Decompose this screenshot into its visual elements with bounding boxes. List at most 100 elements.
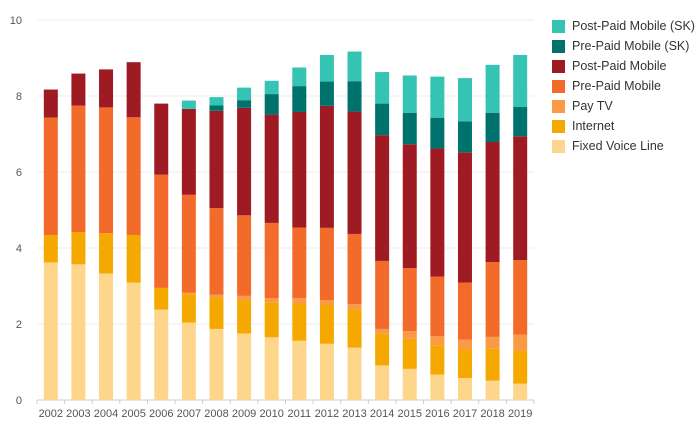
y-tick-label: 6 xyxy=(16,167,22,179)
x-tick-label: 2012 xyxy=(315,408,339,420)
x-tick-label: 2015 xyxy=(398,408,422,420)
bar-segment-2017-2 xyxy=(457,339,472,350)
bar-segment-2018-6 xyxy=(485,64,500,113)
legend-label: Post-Paid Mobile xyxy=(572,59,667,73)
bar-segment-2002-0 xyxy=(43,262,58,400)
bar-segment-2012-6 xyxy=(319,54,334,82)
bar-segment-2010-5 xyxy=(264,94,279,115)
bar-segment-2015-3 xyxy=(402,268,417,332)
bar-segment-2013-6 xyxy=(347,51,362,82)
x-tick-label: 2016 xyxy=(425,408,449,420)
bar-segment-2014-4 xyxy=(375,135,390,261)
bar-segment-2004-1 xyxy=(99,233,114,274)
x-tick-label: 2003 xyxy=(66,408,90,420)
bar-segment-2012-2 xyxy=(319,300,334,305)
legend-label: Pre-Paid Mobile (SK) xyxy=(572,39,690,53)
y-tick-label: 2 xyxy=(16,319,22,331)
legend-swatch xyxy=(552,19,565,33)
bar-segment-2005-1 xyxy=(126,235,141,283)
bar-segment-2013-2 xyxy=(347,304,362,310)
x-tick-label: 2014 xyxy=(370,408,394,420)
bar-segment-2009-6 xyxy=(237,87,252,101)
bar-segment-2010-6 xyxy=(264,80,279,95)
bar-segment-2018-1 xyxy=(485,348,500,381)
bar-segment-2011-2 xyxy=(292,298,307,304)
bar-segment-2016-3 xyxy=(430,276,445,337)
bar-segment-2011-6 xyxy=(292,67,307,87)
bar-segment-2016-4 xyxy=(430,148,445,277)
bar-segment-2002-3 xyxy=(43,117,58,236)
bar-segment-2008-1 xyxy=(209,297,224,329)
bar-segment-2016-1 xyxy=(430,345,445,375)
bar-segment-2006-4 xyxy=(154,103,169,175)
legend-swatch xyxy=(552,39,565,53)
bar-segment-2003-3 xyxy=(71,105,86,233)
bar-segment-2014-6 xyxy=(375,72,390,104)
bar-segment-2010-2 xyxy=(264,298,279,303)
bar-segment-2011-3 xyxy=(292,227,307,299)
legend: Post-Paid Mobile (SK) Pre-Paid Mobile (SK… xyxy=(552,16,695,156)
x-tick-label: 2011 xyxy=(287,408,311,420)
legend-item[interactable]: Post-Paid Mobile xyxy=(552,56,695,76)
bar-segment-2005-4 xyxy=(126,62,141,118)
legend-label: Fixed Voice Line xyxy=(572,139,664,153)
bar-segment-2019-0 xyxy=(513,383,528,400)
y-tick-label: 4 xyxy=(16,243,22,255)
bar-segment-2007-3 xyxy=(181,194,196,293)
legend-item[interactable]: Fixed Voice Line xyxy=(552,136,695,156)
bar-segment-2019-4 xyxy=(513,136,528,261)
x-tick-label: 2018 xyxy=(480,408,504,420)
x-tick-label: 2017 xyxy=(453,408,477,420)
legend-item[interactable]: Pre-Paid Mobile xyxy=(552,76,695,96)
bar-segment-2005-3 xyxy=(126,117,141,236)
legend-item[interactable]: Post-Paid Mobile (SK) xyxy=(552,16,695,36)
bar-segment-2017-0 xyxy=(457,377,472,400)
bar-segment-2013-1 xyxy=(347,309,362,348)
bar-segment-2010-0 xyxy=(264,337,279,400)
bar-segment-2004-4 xyxy=(99,69,114,108)
bar-segment-2006-0 xyxy=(154,309,169,400)
bar-segment-2016-2 xyxy=(430,336,445,346)
bar-segment-2015-4 xyxy=(402,144,417,269)
bar-segment-2009-4 xyxy=(237,107,252,216)
bar-segment-2019-5 xyxy=(513,107,528,137)
legend-item[interactable]: Internet xyxy=(552,116,695,136)
legend-swatch xyxy=(552,99,565,113)
bar-segment-2012-5 xyxy=(319,81,334,106)
bar-segment-2015-0 xyxy=(402,368,417,400)
bar-segment-2007-4 xyxy=(181,108,196,195)
bar-segment-2008-6 xyxy=(209,97,224,106)
bar-segment-2019-3 xyxy=(513,260,528,335)
bar-segment-2018-3 xyxy=(485,262,500,337)
bar-segment-2012-3 xyxy=(319,227,334,301)
bar-segment-2017-6 xyxy=(457,78,472,122)
bar-segment-2010-1 xyxy=(264,302,279,338)
bar-segment-2007-2 xyxy=(181,292,196,295)
bar-segment-2006-1 xyxy=(154,287,169,310)
bar-segment-2016-0 xyxy=(430,374,445,400)
bar-segment-2008-0 xyxy=(209,328,224,400)
legend-item[interactable]: Pre-Paid Mobile (SK) xyxy=(552,36,695,56)
x-tick-label: 2008 xyxy=(204,408,228,420)
legend-label: Pay TV xyxy=(572,99,613,113)
bar-segment-2015-5 xyxy=(402,112,417,145)
bar-segment-2013-0 xyxy=(347,347,362,400)
y-tick-label: 10 xyxy=(10,15,22,27)
bar-segment-2005-0 xyxy=(126,282,141,400)
legend-swatch xyxy=(552,59,565,73)
bar-segment-2015-1 xyxy=(402,338,417,369)
bar-segment-2014-1 xyxy=(375,333,390,366)
bar-segment-2011-5 xyxy=(292,86,307,112)
legend-item[interactable]: Pay TV xyxy=(552,96,695,116)
y-tick-label: 0 xyxy=(16,395,22,407)
bar-segment-2008-5 xyxy=(209,105,224,111)
bar-segment-2019-1 xyxy=(513,350,528,384)
legend-label: Pre-Paid Mobile xyxy=(572,79,661,93)
legend-label: Internet xyxy=(572,119,615,133)
x-tick-label: 2007 xyxy=(177,408,201,420)
bar-segment-2008-4 xyxy=(209,110,224,209)
bar-segment-2014-0 xyxy=(375,365,390,400)
